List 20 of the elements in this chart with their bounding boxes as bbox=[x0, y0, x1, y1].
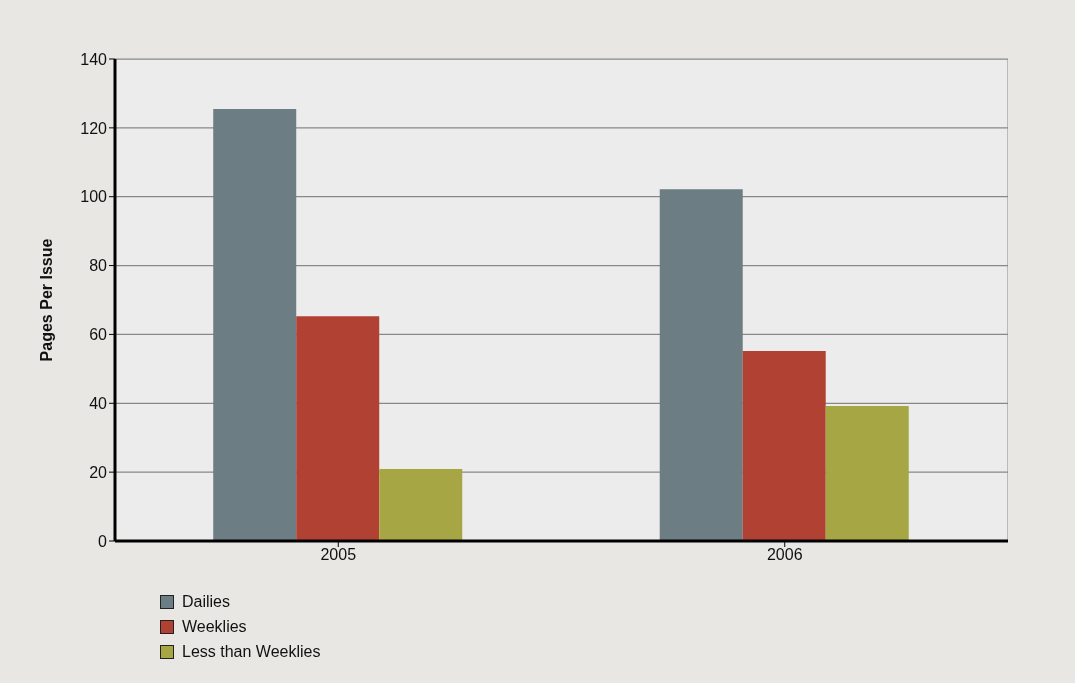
y-tick-label: 0 bbox=[98, 532, 108, 550]
bar bbox=[825, 406, 909, 541]
x-tick-label: 2005 bbox=[320, 546, 357, 564]
legend-label: Dailies bbox=[182, 592, 231, 611]
y-tick-label: 100 bbox=[80, 188, 108, 206]
y-tick-label: 120 bbox=[80, 119, 108, 137]
bar bbox=[742, 350, 826, 541]
legend-label: Weeklies bbox=[182, 617, 247, 636]
bar bbox=[213, 108, 297, 541]
bar bbox=[296, 316, 380, 541]
y-tick-label: 140 bbox=[80, 50, 108, 68]
y-tick-label: 60 bbox=[89, 326, 108, 344]
y-tick-label: 20 bbox=[89, 463, 108, 481]
x-tick-label: 2006 bbox=[766, 546, 803, 564]
bar bbox=[659, 189, 743, 541]
y-tick-label: 80 bbox=[89, 257, 108, 275]
legend-label: Less than Weeklies bbox=[182, 643, 321, 662]
bar bbox=[379, 469, 463, 541]
y-axis-title: Pages Per Issue bbox=[37, 238, 55, 362]
y-tick-label: 40 bbox=[89, 394, 108, 412]
